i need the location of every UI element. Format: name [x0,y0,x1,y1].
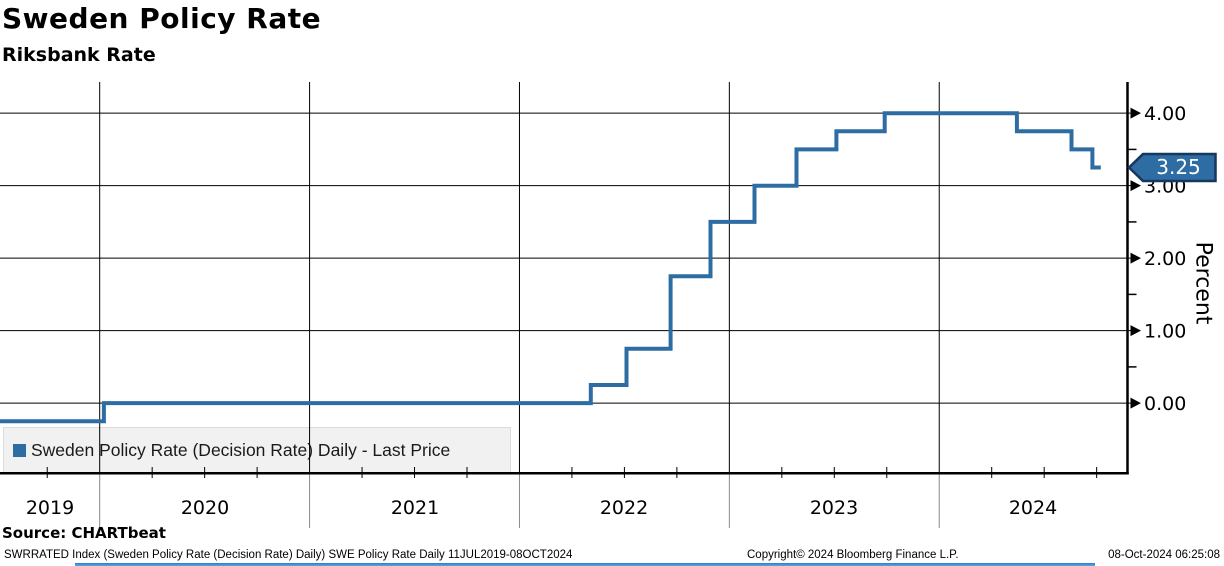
source-line: Source: CHARTbeat [2,524,166,542]
axis-lines [0,82,1129,475]
svg-text:2.00: 2.00 [1144,248,1186,270]
x-axis-year-label: 2024 [1008,497,1058,519]
page-title: Sweden Policy Rate [2,2,322,35]
x-axis-year-label: 2020 [180,497,230,519]
x-axis-year-label: 2019 [25,497,75,519]
y-tick-labels: 4.003.002.001.000.00 [1130,103,1186,415]
legend-label: Sweden Policy Rate (Decision Rate) Daily… [31,439,451,460]
v-gridlines [99,82,940,528]
policy-rate-chart: 4.003.002.001.000.00 [0,82,1217,528]
y-axis-title: Percent [1190,241,1216,325]
axis-ticks [46,148,1137,478]
h-gridlines [0,112,1131,404]
legend-box: Sweden Policy Rate (Decision Rate) Daily… [3,427,511,473]
svg-text:0.00: 0.00 [1144,393,1186,415]
x-axis-labels: 2019 2020 2021 2022 2023 2024 [0,497,1224,523]
x-axis-year-label: 2021 [390,497,440,519]
x-axis-year-label: 2023 [809,497,859,519]
bottom-window-edge [75,563,1095,566]
last-price-badge: 3.25 [1156,155,1201,179]
x-axis-year-label: 2022 [599,497,649,519]
svg-text:1.00: 1.00 [1144,321,1186,343]
page-subtitle: Riksbank Rate [2,44,156,66]
policy-rate-step-line [0,111,1101,424]
footer-copyright: Copyright© 2024 Bloomberg Finance L.P. [747,549,959,561]
footer-timestamp: 08-Oct-2024 06:25:08 [1108,549,1220,561]
legend-marker-icon [13,443,26,457]
svg-text:4.00: 4.00 [1144,103,1186,125]
last-price-badge-shape [1127,152,1217,183]
footer-ticker-description: SWRRATED Index (Sweden Policy Rate (Deci… [4,549,573,561]
